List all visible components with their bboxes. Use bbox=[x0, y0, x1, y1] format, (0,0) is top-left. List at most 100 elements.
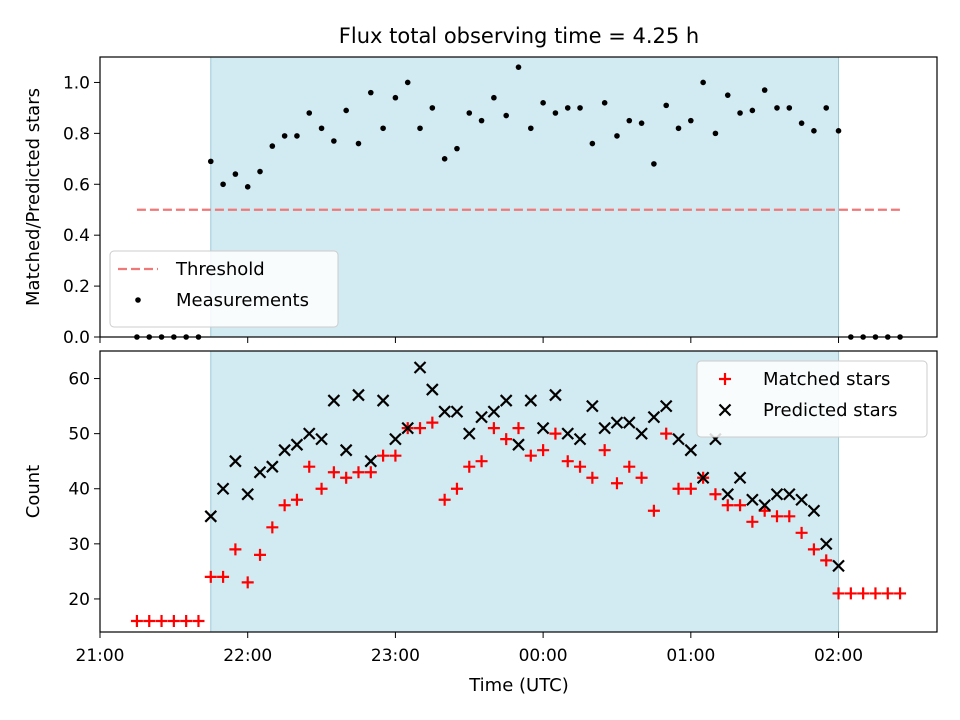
matched-star-point bbox=[549, 427, 562, 440]
matched-star-point bbox=[389, 449, 402, 462]
matched-star-point bbox=[561, 455, 574, 468]
matched-star-point bbox=[524, 449, 537, 462]
x-tick-label: 21:00 bbox=[76, 646, 125, 666]
measurement-point bbox=[774, 105, 780, 111]
predicted-star-point bbox=[733, 471, 747, 485]
measurement-point bbox=[404, 79, 411, 86]
measurement-point bbox=[318, 125, 325, 132]
predicted-star-point bbox=[352, 388, 365, 402]
measurement-point bbox=[269, 143, 276, 149]
measurement-point bbox=[823, 105, 830, 111]
measurement-point bbox=[281, 133, 288, 139]
predicted-star-point bbox=[499, 394, 513, 407]
matched-star-point bbox=[894, 587, 907, 600]
measurement-point bbox=[552, 110, 559, 116]
matched-star-point bbox=[229, 543, 242, 556]
legend-label: Predicted stars bbox=[763, 400, 897, 421]
x-tick-label: 02:00 bbox=[814, 646, 863, 666]
measurement-point bbox=[651, 161, 657, 167]
measurement-point bbox=[355, 140, 362, 147]
matched-star-point bbox=[746, 515, 759, 528]
y-tick-label: 1.0 bbox=[63, 73, 90, 93]
measurement-point bbox=[601, 100, 608, 106]
measurement-point bbox=[811, 128, 817, 134]
matched-star-point bbox=[770, 510, 783, 523]
measurement-point bbox=[614, 133, 620, 139]
measurement-point bbox=[528, 125, 534, 132]
predicted-star-point bbox=[659, 399, 673, 413]
matched-star-point bbox=[155, 614, 168, 627]
measurement-point bbox=[700, 79, 706, 86]
measurement-point bbox=[417, 125, 423, 132]
series-matched-stars bbox=[130, 416, 907, 627]
predicted-star-point bbox=[389, 432, 402, 446]
measurement-point bbox=[798, 120, 805, 126]
matched-star-point bbox=[672, 482, 685, 495]
predicted-star-point bbox=[684, 443, 698, 457]
predicted-star-point bbox=[462, 427, 476, 440]
predicted-star-point bbox=[266, 460, 279, 473]
predicted-star-point bbox=[549, 388, 562, 402]
measurement-point bbox=[663, 102, 670, 109]
measurement-point bbox=[441, 156, 448, 162]
measurement-point bbox=[675, 125, 682, 132]
matched-star-point bbox=[340, 471, 353, 484]
predicted-star-point bbox=[450, 405, 464, 418]
matched-star-point bbox=[832, 587, 845, 600]
predicted-star-point bbox=[647, 410, 661, 424]
predicted-star-point bbox=[610, 416, 624, 429]
matched-star-point bbox=[204, 570, 217, 583]
measurement-point bbox=[367, 89, 374, 96]
matched-star-point bbox=[377, 449, 390, 462]
x-tick-label: 00:00 bbox=[519, 646, 568, 666]
measurement-point bbox=[294, 133, 300, 139]
legend-label: Matched stars bbox=[763, 369, 890, 390]
measurement-point bbox=[737, 110, 743, 116]
matched-star-point bbox=[807, 543, 820, 556]
y-tick-label: 50 bbox=[68, 425, 90, 445]
matched-star-point bbox=[598, 444, 611, 457]
matched-star-point bbox=[450, 482, 463, 495]
matched-star-point bbox=[192, 614, 205, 627]
predicted-star-point bbox=[623, 416, 636, 429]
predicted-star-point bbox=[512, 438, 525, 451]
matched-star-point bbox=[315, 482, 328, 495]
predicted-star-point bbox=[438, 405, 451, 418]
matched-star-point bbox=[266, 521, 279, 534]
measurement-point bbox=[306, 110, 313, 116]
matched-star-point bbox=[143, 614, 156, 627]
predicted-star-point bbox=[216, 482, 230, 496]
measurement-point bbox=[749, 107, 756, 114]
matched-star-point bbox=[844, 587, 857, 600]
legend-box bbox=[109, 250, 339, 328]
y-tick-label: 20 bbox=[68, 590, 90, 610]
matched-star-point bbox=[857, 587, 870, 600]
predicted-star-point bbox=[339, 443, 353, 457]
measurement-point bbox=[503, 112, 509, 119]
matched-star-point bbox=[500, 433, 513, 446]
measurement-point bbox=[244, 184, 251, 190]
y-tick-label: 40 bbox=[68, 480, 90, 500]
predicted-star-point bbox=[364, 454, 378, 468]
x-tick-label: 22:00 bbox=[223, 646, 272, 666]
measurement-point bbox=[712, 130, 719, 137]
measurement-point bbox=[454, 145, 460, 152]
matched-star-point bbox=[610, 477, 623, 490]
matched-star-point bbox=[512, 422, 525, 435]
x-tick-label: 01:00 bbox=[666, 646, 715, 666]
y-tick-label: 0.8 bbox=[63, 124, 90, 144]
matched-star-point bbox=[820, 554, 833, 567]
axes-frame bbox=[99, 56, 938, 338]
legend-box bbox=[696, 360, 928, 438]
matched-star-point bbox=[869, 587, 882, 600]
matched-star-point bbox=[623, 460, 636, 473]
measurement-point bbox=[786, 105, 793, 111]
legend-matched-swatch bbox=[719, 373, 731, 385]
measurement-point bbox=[688, 117, 694, 124]
predicted-star-point bbox=[401, 421, 414, 435]
top-panel-ratio: 0.0 0.2 0.4 0.6 0.8 1.0 Matched/Predicted star… bbox=[23, 56, 938, 348]
matched-star-point bbox=[475, 455, 488, 468]
series-measurements bbox=[134, 64, 903, 340]
measurement-point bbox=[626, 117, 633, 124]
